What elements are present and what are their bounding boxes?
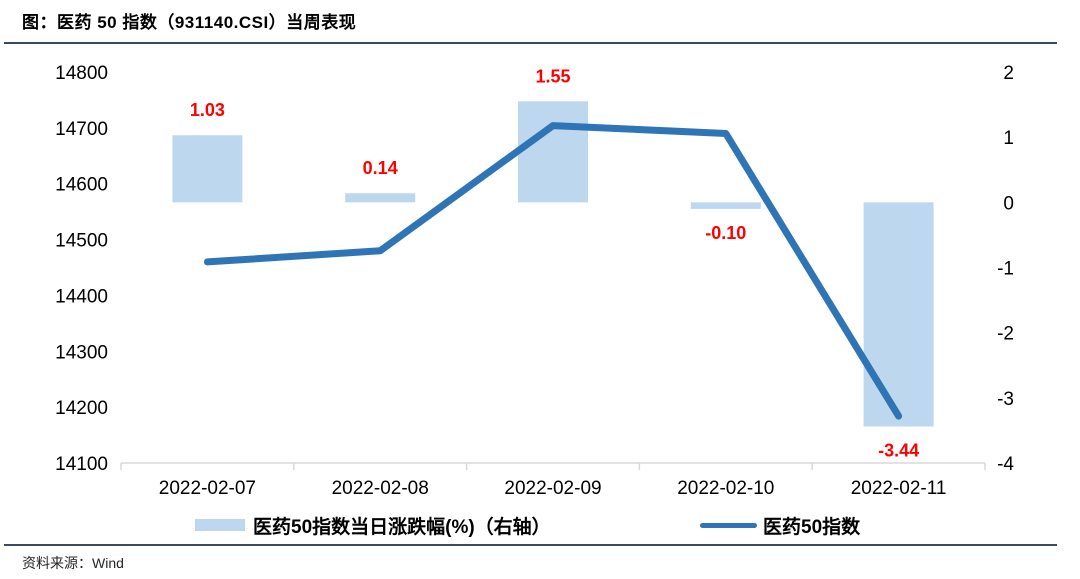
- x-axis-label: 2022-02-11: [851, 478, 947, 499]
- footer-rule: [4, 544, 1057, 546]
- bar-value-label: 0.14: [363, 158, 398, 178]
- right-axis-tick-label: 0: [1003, 193, 1014, 214]
- legend-line-swatch: [700, 522, 757, 528]
- left-axis-tick-label: 14400: [55, 286, 108, 307]
- left-axis-tick-label: 14200: [55, 398, 108, 419]
- x-axis-label: 2022-02-08: [332, 478, 429, 499]
- pct-change-bar: [863, 202, 934, 427]
- right-axis-tick-label: -2: [997, 324, 1014, 345]
- right-axis-tick-label: -1: [997, 259, 1014, 280]
- bar-value-label: 1.55: [535, 66, 570, 86]
- x-axis-label: 2022-02-07: [159, 478, 256, 499]
- index-line: [203, 122, 903, 420]
- legend-label-pct-change: 医药50指数当日涨跌幅(%)（右轴）: [253, 516, 551, 538]
- left-axis-tick-label: 14800: [55, 63, 108, 84]
- pct-change-bar: [172, 135, 243, 203]
- figure-title: 图：医药 50 指数（931140.CSI）当周表现: [22, 13, 357, 32]
- bar-value-label: 1.03: [190, 100, 225, 120]
- bar-value-label: -3.44: [878, 441, 919, 461]
- data-source: 资料来源：Wind: [22, 555, 124, 571]
- pct-change-bar: [345, 193, 416, 203]
- pct-change-bar: [690, 202, 761, 209]
- legend-item-pct-change: 医药50指数当日涨跌幅(%)（右轴）: [195, 513, 551, 538]
- pct-change-bar: [518, 101, 588, 203]
- legend-label-index: 医药50指数: [763, 516, 861, 538]
- bar-value-label: -0.10: [705, 223, 746, 243]
- right-axis-tick-label: 1: [1003, 128, 1014, 149]
- left-axis-tick-label: 14600: [55, 175, 108, 196]
- right-axis-tick-label: -3: [997, 389, 1014, 410]
- legend-bar-swatch: [195, 519, 245, 531]
- right-axis-tick-label: 2: [1003, 63, 1014, 84]
- left-axis-tick-label: 14100: [55, 454, 108, 475]
- right-axis-tick-label: -4: [997, 454, 1014, 475]
- left-axis-tick-label: 14700: [55, 119, 108, 140]
- legend-item-index: 医药50指数: [700, 513, 861, 538]
- title-underline: [4, 42, 1057, 44]
- left-axis-tick-label: 14500: [55, 231, 108, 252]
- left-axis-tick-label: 14300: [55, 342, 108, 363]
- x-axis-label: 2022-02-10: [677, 478, 774, 499]
- x-axis-label: 2022-02-09: [504, 478, 601, 499]
